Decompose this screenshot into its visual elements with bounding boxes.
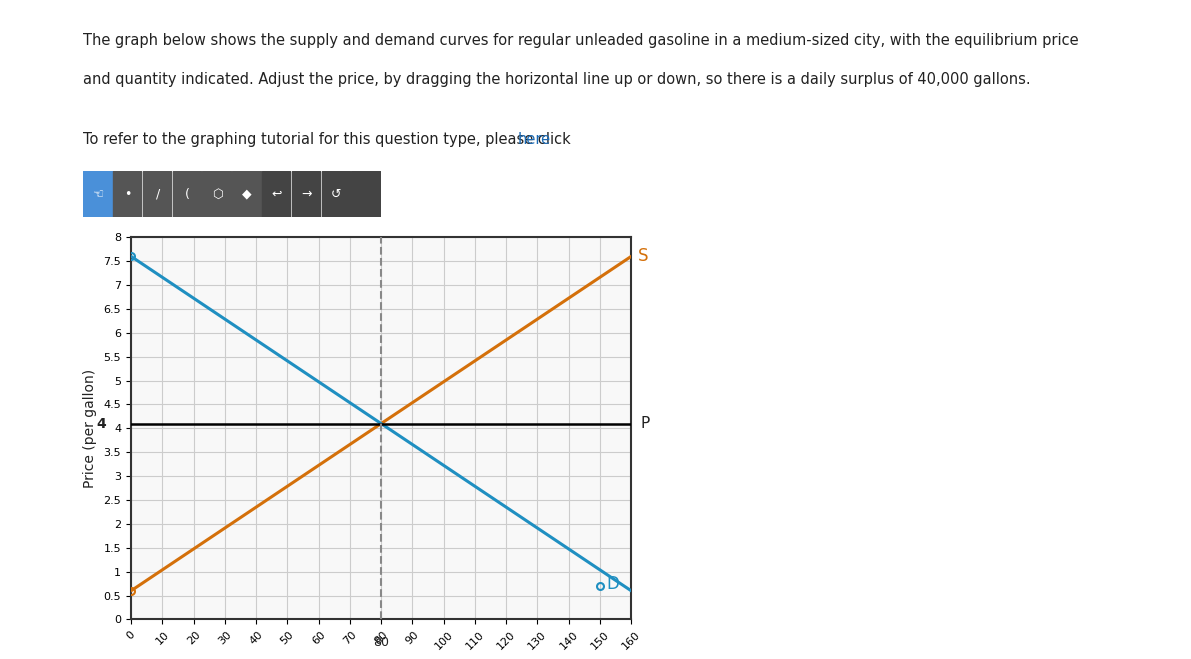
Bar <box>351 171 380 217</box>
Text: ⬡: ⬡ <box>212 188 223 201</box>
Text: /: / <box>156 188 160 201</box>
Text: P: P <box>641 416 650 431</box>
Text: The graph below shows the supply and demand curves for regular unleaded gasoline: The graph below shows the supply and dem… <box>83 33 1079 48</box>
Bar <box>232 171 261 217</box>
Text: ◆: ◆ <box>242 188 252 201</box>
Bar <box>322 171 350 217</box>
Y-axis label: Price (per gallon): Price (per gallon) <box>82 369 96 488</box>
Text: To refer to the graphing tutorial for this question type, please click: To refer to the graphing tutorial for th… <box>83 132 575 147</box>
Text: (: ( <box>185 188 191 201</box>
Text: D: D <box>606 575 619 592</box>
Bar <box>113 171 142 217</box>
Text: 4: 4 <box>96 416 106 430</box>
Text: →: → <box>301 188 312 201</box>
Bar <box>262 171 291 217</box>
Text: and quantity indicated. Adjust the price, by dragging the horizontal line up or : and quantity indicated. Adjust the price… <box>83 72 1031 88</box>
Bar <box>83 171 113 217</box>
Text: ↩: ↩ <box>272 188 282 201</box>
Text: •: • <box>124 188 132 201</box>
Bar <box>173 171 201 217</box>
Text: ☜: ☜ <box>93 188 104 201</box>
Text: here: here <box>518 132 551 147</box>
Bar <box>202 171 231 217</box>
Bar <box>143 171 172 217</box>
Bar <box>292 171 320 217</box>
Text: 80: 80 <box>373 636 389 649</box>
Text: S: S <box>637 247 648 266</box>
Text: ↺: ↺ <box>331 188 342 201</box>
